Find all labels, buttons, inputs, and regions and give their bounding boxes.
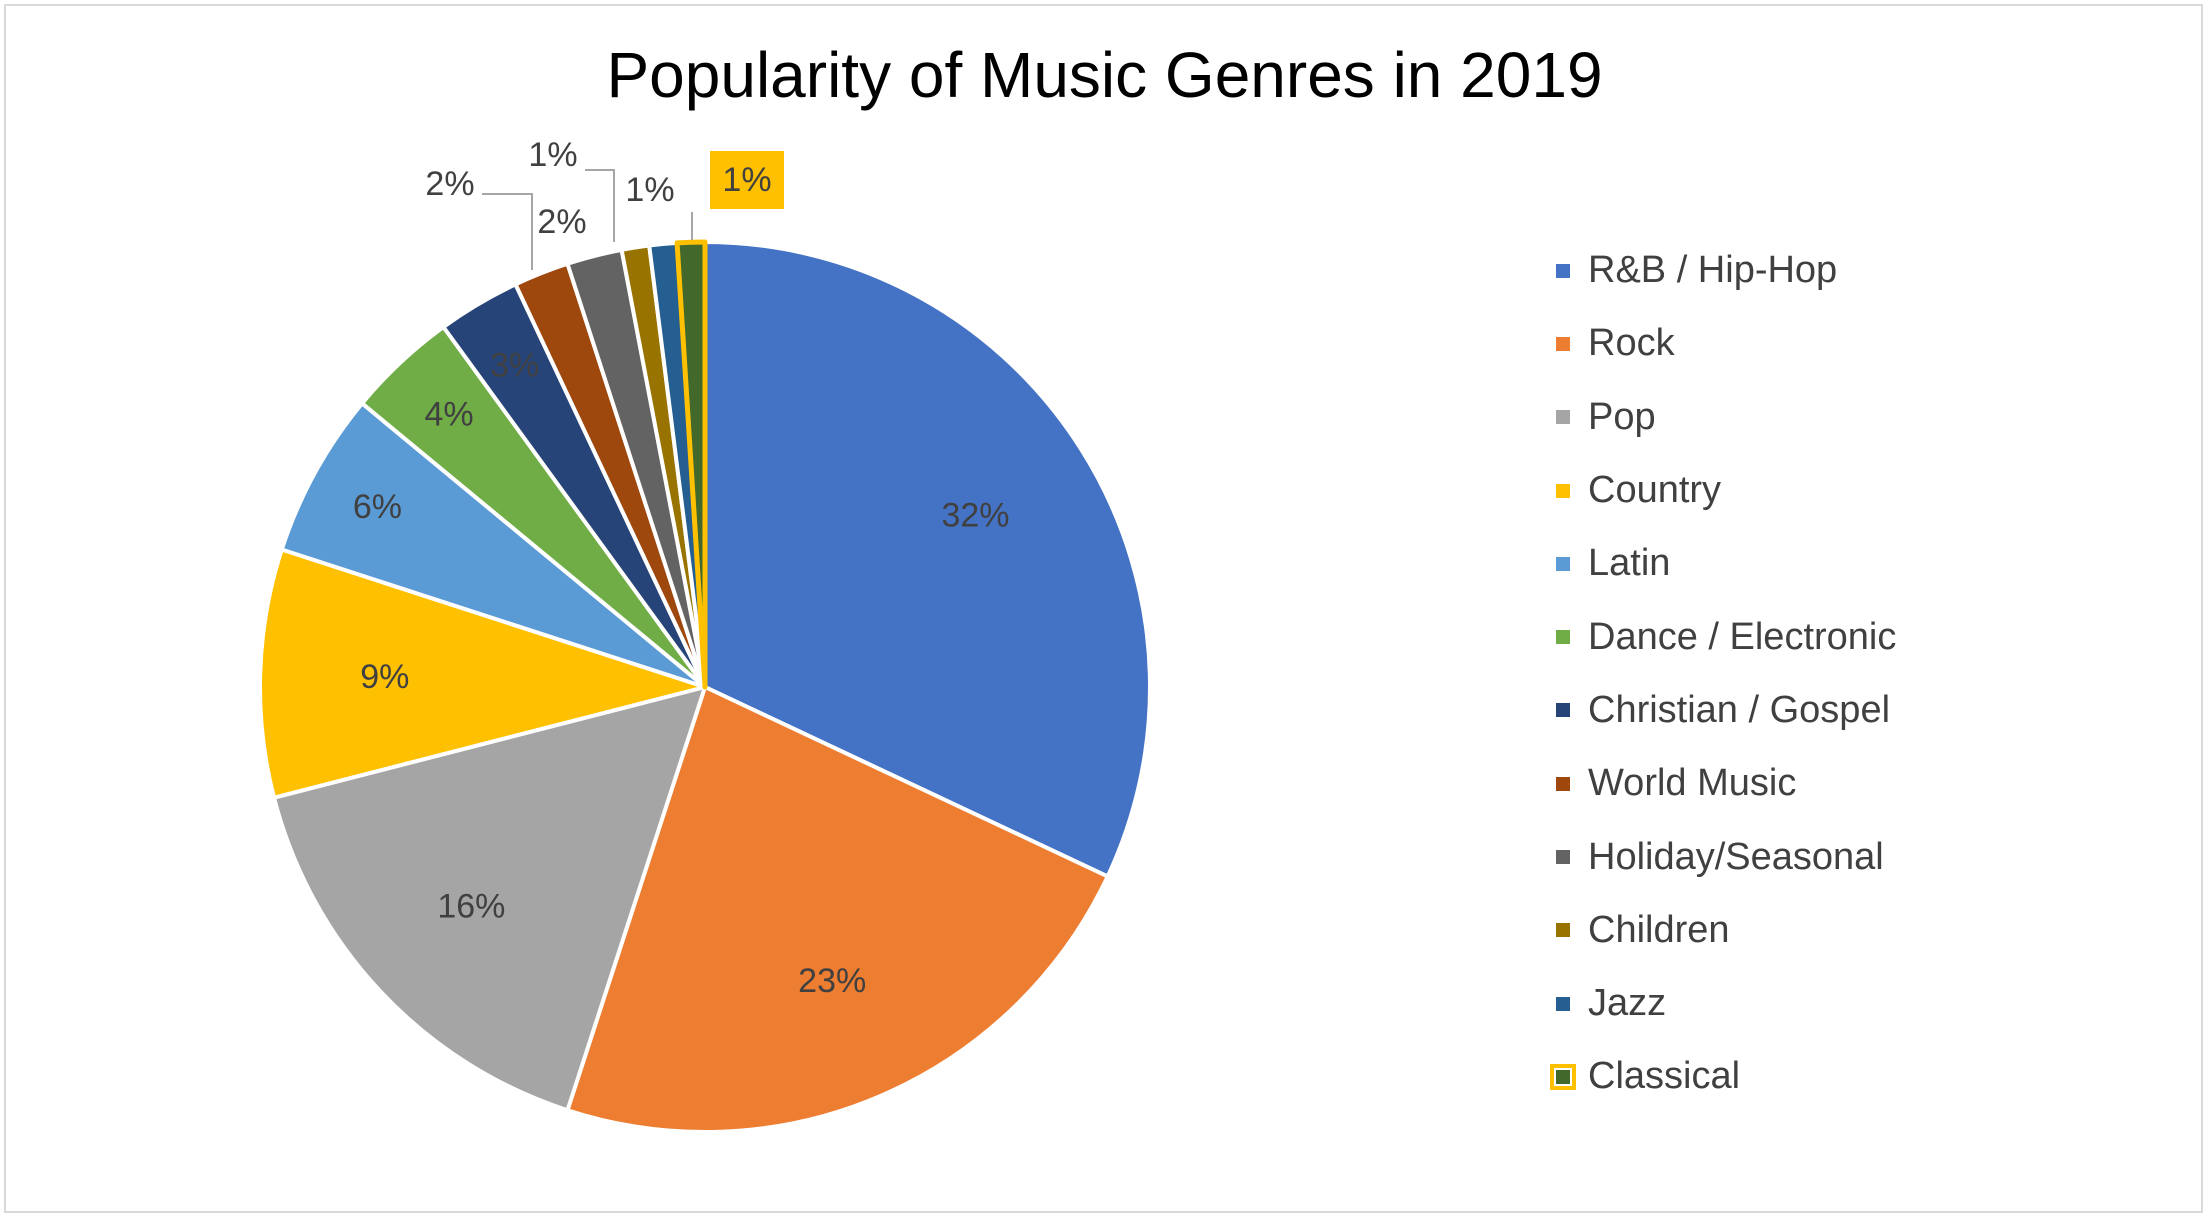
data-label-country: 9% [360, 658, 409, 696]
leader-line-children [585, 169, 615, 242]
leader-lines [482, 169, 693, 270]
legend-swatch [1556, 850, 1570, 865]
legend-item-holiday-seasonal[interactable]: Holiday/Seasonal [1556, 820, 1896, 893]
legend-item-country[interactable]: Country [1556, 454, 1896, 527]
legend-label: Dance / Electronic [1588, 615, 1897, 658]
data-label-rock: 23% [798, 962, 866, 1000]
data-label-classical: 1% [722, 161, 771, 199]
data-label-children: 1% [528, 136, 577, 174]
legend-item-latin[interactable]: Latin [1556, 527, 1896, 600]
chart-title: Popularity of Music Genres in 2019 [606, 39, 1603, 111]
slice-country[interactable] [258, 547, 707, 800]
legend-swatch [1556, 776, 1570, 791]
data-label-pop: 16% [437, 887, 505, 925]
legend-label: Classical [1588, 1055, 1741, 1098]
legend-swatch [1556, 703, 1570, 718]
legend-item-classical[interactable]: Classical [1550, 1040, 1896, 1113]
legend-label: World Music [1588, 762, 1797, 805]
legend-swatch [1556, 336, 1570, 351]
legend-swatch [1556, 410, 1570, 425]
legend-label: Rock [1588, 322, 1675, 365]
legend-swatch [1556, 630, 1570, 645]
legend-label: Holiday/Seasonal [1588, 835, 1884, 878]
data-label-r-b-hip-hop: 32% [941, 496, 1009, 534]
legend-swatch [1556, 556, 1570, 571]
legend-item-r-b-hip-hop[interactable]: R&B / Hip-Hop [1556, 234, 1896, 307]
legend-label: Latin [1588, 542, 1671, 585]
leader-line-world-music [482, 193, 533, 270]
data-label-world-music: 2% [425, 165, 474, 203]
data-label-christian-gospel: 3% [490, 346, 539, 384]
legend-swatch [1550, 1063, 1576, 1090]
slice-latin[interactable] [279, 401, 707, 689]
legend-item-rock[interactable]: Rock [1556, 307, 1896, 380]
data-label-latin: 6% [353, 488, 402, 526]
data-label-jazz: 1% [625, 171, 674, 209]
legend-item-pop[interactable]: Pop [1556, 381, 1896, 454]
legend: R&B / Hip-Hop Rock Pop Country Latin Dance / … [1550, 234, 1896, 1114]
legend-label: Children [1588, 908, 1730, 951]
legend-label: Jazz [1588, 982, 1667, 1025]
legend-label: Christian / Gospel [1588, 688, 1891, 731]
slice-classical[interactable] [674, 239, 708, 690]
data-labels: 32% 23% 16% 9% 6% 4% 3% 2% 2% 1% 1% 1% [353, 136, 1010, 1000]
legend-swatch [1556, 996, 1570, 1011]
data-label-dance-electronic: 4% [425, 396, 474, 434]
legend-label: R&B / Hip-Hop [1588, 249, 1838, 292]
legend-swatch [1556, 923, 1570, 938]
legend-swatch [1556, 263, 1570, 278]
slice-pop[interactable] [271, 685, 707, 1113]
legend-item-children[interactable]: Children [1556, 894, 1896, 967]
legend-item-jazz[interactable]: Jazz [1556, 967, 1896, 1040]
legend-item-christian-gospel[interactable]: Christian / Gospel [1556, 674, 1896, 747]
slice-rock[interactable] [565, 685, 1110, 1134]
legend-label: Country [1588, 469, 1722, 512]
slice-r-b-hip-hop[interactable] [703, 240, 1152, 879]
legend-swatch [1556, 483, 1570, 498]
legend-item-dance-electronic[interactable]: Dance / Electronic [1556, 600, 1896, 673]
legend-item-world-music[interactable]: World Music [1556, 747, 1896, 820]
pie-slices [258, 239, 1152, 1134]
data-label-holiday-seasonal: 2% [537, 203, 586, 241]
legend-label: Pop [1588, 395, 1656, 438]
highlight-label-box [710, 151, 784, 209]
